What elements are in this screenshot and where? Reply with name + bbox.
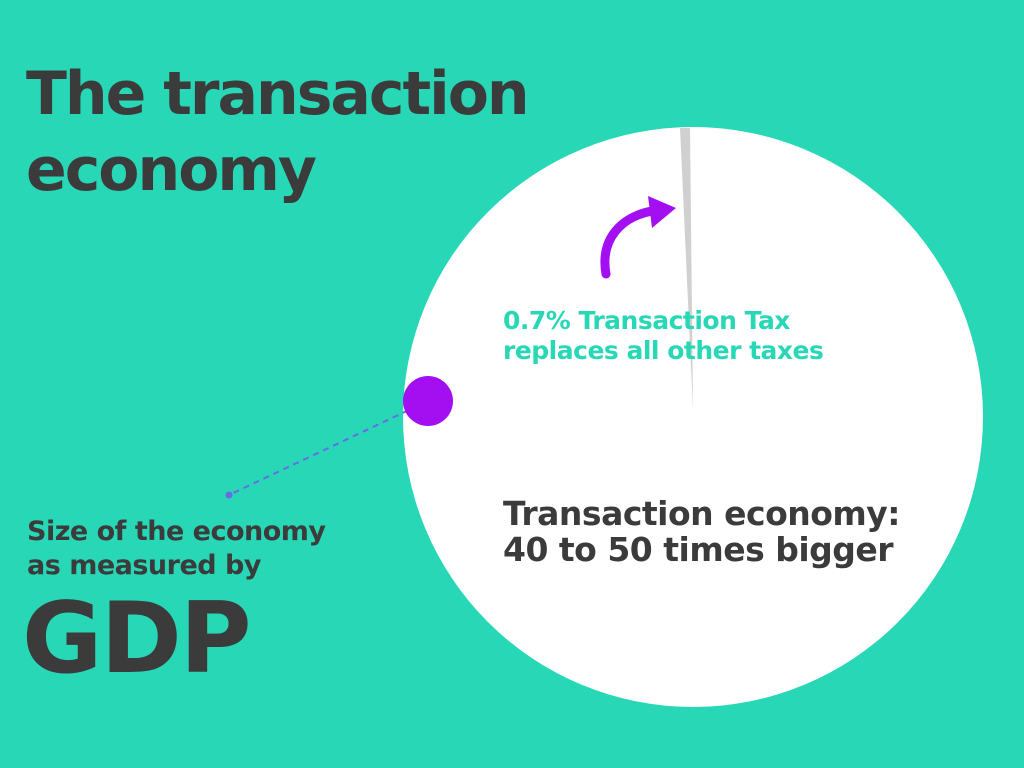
tax-slice bbox=[680, 128, 693, 410]
arrow-head bbox=[648, 196, 676, 228]
title-line: economy bbox=[26, 135, 317, 205]
gdp-note: Size of the economy bbox=[27, 516, 326, 547]
arrow-shaft bbox=[600, 205, 663, 279]
gdp-note: as measured by bbox=[27, 550, 262, 581]
connector-end bbox=[225, 491, 233, 499]
economy-note: Transaction economy: bbox=[503, 494, 900, 533]
tax-note: 0.7% Transaction Tax bbox=[503, 306, 790, 335]
gdp-dot bbox=[403, 376, 453, 426]
title-line: The transaction bbox=[26, 59, 528, 129]
gdp-label: GDP bbox=[22, 582, 250, 696]
tax-note: replaces all other taxes bbox=[503, 336, 823, 365]
connector-line bbox=[228, 400, 429, 496]
economy-note: 40 to 50 times bigger bbox=[503, 530, 894, 569]
transaction-economy-circle bbox=[403, 127, 983, 707]
